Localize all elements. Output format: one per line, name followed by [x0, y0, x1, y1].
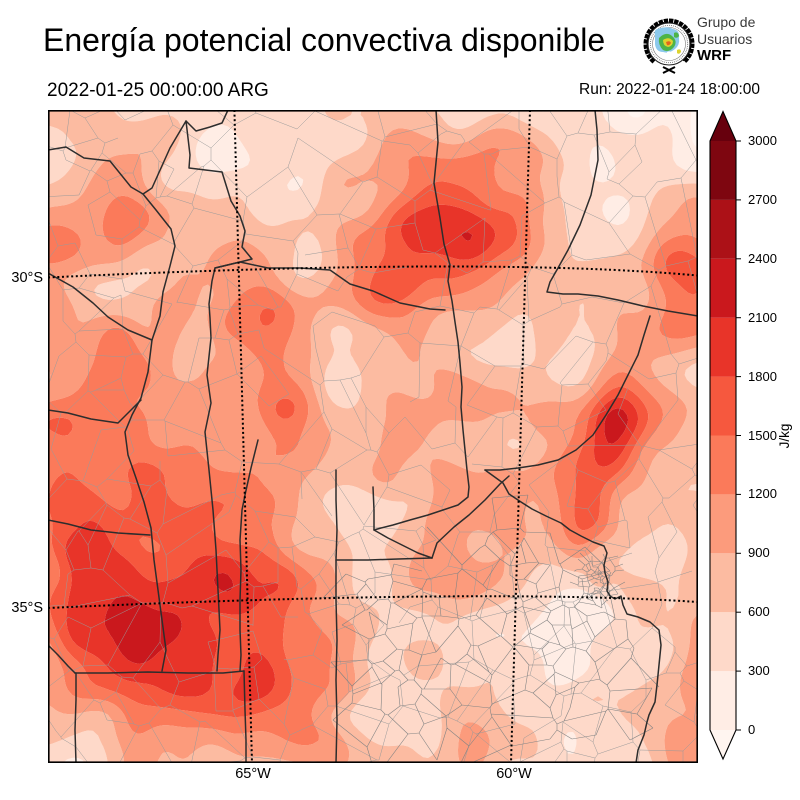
svg-text:J/kg: J/kg — [777, 424, 792, 449]
